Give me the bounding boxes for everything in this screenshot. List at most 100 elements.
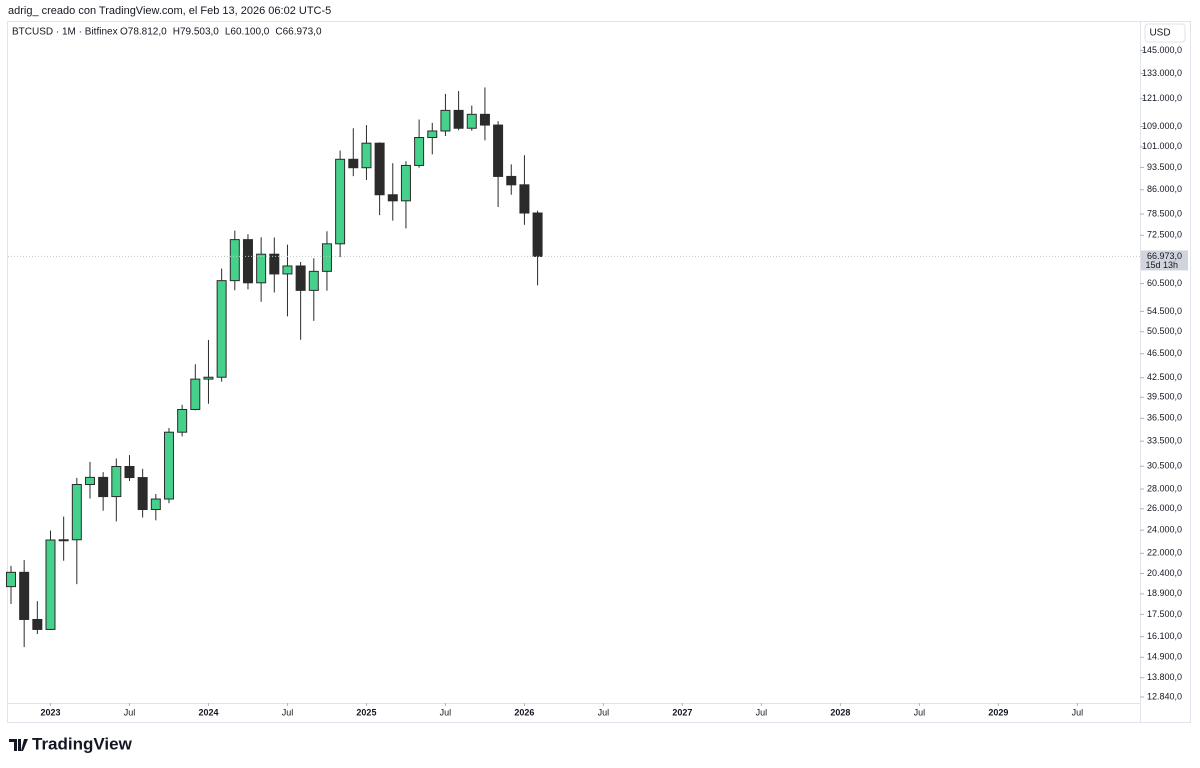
candle-body [150, 498, 161, 511]
candle-body [440, 109, 451, 132]
y-tick-label: 33.500,0 [1147, 436, 1182, 446]
countdown: 15d 13h [1145, 260, 1178, 270]
candle-body [348, 158, 359, 169]
y-tick-label: 17.500,0 [1147, 609, 1182, 619]
x-tick-label: Jul [282, 707, 294, 717]
header: adrig_ creado con TradingView.com, el Fe… [8, 5, 331, 17]
y-tick-label: 46.500,0 [1147, 348, 1182, 358]
y-tick-label: 14.900,0 [1147, 652, 1182, 662]
x-tick-label: 2025 [356, 707, 376, 717]
candle-body [295, 265, 306, 291]
candle-body [45, 539, 56, 630]
y-tick-label: 28.000,0 [1147, 483, 1182, 493]
candle-body [400, 164, 411, 202]
candle-body [519, 184, 530, 214]
candle-body [190, 378, 201, 410]
y-tick-label: 86.000,0 [1147, 184, 1182, 194]
y-tick-label: 145.000,0 [1142, 45, 1182, 55]
candle-body [84, 476, 95, 485]
y-tick-label: 54.500,0 [1147, 306, 1182, 316]
candle-body [282, 265, 293, 275]
legend-value: O78.812,0 [120, 27, 167, 38]
y-tick-label: 133.000,0 [1142, 68, 1182, 78]
y-tick-label: 101.000,0 [1142, 141, 1182, 151]
candle-body [111, 465, 122, 498]
candles [6, 87, 543, 648]
candle-body [256, 253, 267, 284]
legend-value: H79.503,0 [173, 27, 220, 38]
candle-body [479, 113, 490, 126]
x-tick-label: 2026 [514, 707, 534, 717]
candle-body [177, 408, 188, 433]
candle-body [6, 571, 16, 588]
candle-body [71, 483, 82, 541]
candle-body [506, 175, 517, 186]
candle-body [387, 194, 398, 202]
x-tick-label: 2023 [40, 707, 60, 717]
y-tick-label: 39.500,0 [1147, 392, 1182, 402]
candle-body [361, 142, 372, 169]
y-tick-label: 50.500,0 [1147, 326, 1182, 336]
y-tick-label: 12.840,0 [1147, 691, 1182, 701]
currency-button[interactable] [1144, 23, 1186, 43]
candle-body [32, 618, 43, 630]
y-tick-label: 18.900,0 [1147, 588, 1182, 598]
y-tick-label: 60.500,0 [1147, 278, 1182, 288]
candle-body [269, 253, 280, 275]
legend-value: C66.973,0 [275, 27, 322, 38]
x-tick-label: Jul [1072, 707, 1084, 717]
currency[interactable]: USD [1149, 28, 1170, 39]
x-tick-label: 2024 [198, 707, 218, 717]
chart-frame [7, 21, 1191, 723]
last-price-box [1141, 250, 1188, 271]
last-price-label: 66.973,0 [1147, 251, 1182, 261]
x-tick-label: Jul [914, 707, 926, 717]
candle-body [493, 124, 504, 177]
y-tick-label: 78.500,0 [1147, 208, 1182, 218]
logo: TradingView [9, 734, 133, 753]
candle-body [58, 539, 69, 542]
y-tick-label: 72.500,0 [1147, 230, 1182, 240]
candle-body [466, 113, 477, 129]
candle-body [374, 142, 385, 196]
candle-body [137, 477, 148, 511]
footer-logo: TradingView [32, 734, 133, 753]
candle-body [203, 376, 214, 380]
y-tick-label: 121.000,0 [1142, 93, 1182, 103]
legend-symbol: BTCUSD · 1M · Bitfinex [12, 27, 118, 38]
y-tick-label: 22.000,0 [1147, 548, 1182, 558]
y-tick-label: 13.800,0 [1147, 672, 1182, 682]
x-tick-label: Jul [756, 707, 768, 717]
candle-body [163, 431, 174, 500]
y-tick-label: 24.000,0 [1147, 525, 1182, 535]
candle-body [335, 158, 346, 245]
candle-body [19, 571, 30, 620]
candle-body [532, 212, 543, 257]
y-tick-label: 93.500,0 [1147, 162, 1182, 172]
candle-body [216, 280, 227, 378]
x-tick-label: 2029 [988, 707, 1008, 717]
candle-body [229, 239, 240, 282]
y-tick-label: 42.500,0 [1147, 372, 1182, 382]
candle-body [98, 476, 109, 498]
candle-body [321, 243, 332, 272]
y-tick-label: 36.500,0 [1147, 413, 1182, 423]
x-tick-label: 2027 [672, 707, 692, 717]
candle-body [308, 270, 319, 291]
x-tick-label: Jul [598, 707, 610, 717]
candle-body [124, 465, 135, 479]
y-tick-label: 30.500,0 [1147, 461, 1182, 471]
candle-body [414, 137, 425, 166]
y-tick-label: 20.400,0 [1147, 568, 1182, 578]
x-tick-label: Jul [124, 707, 136, 717]
x-tick-label: Jul [440, 707, 452, 717]
candle-body [427, 130, 438, 139]
candle-body [453, 109, 464, 129]
y-tick-label: 109.000,0 [1142, 121, 1182, 131]
y-tick-label: 16.100,0 [1147, 631, 1182, 641]
y-tick-label: 26.000,0 [1147, 503, 1182, 513]
candle-body [242, 239, 253, 284]
legend-value: L60.100,0 [225, 27, 270, 38]
